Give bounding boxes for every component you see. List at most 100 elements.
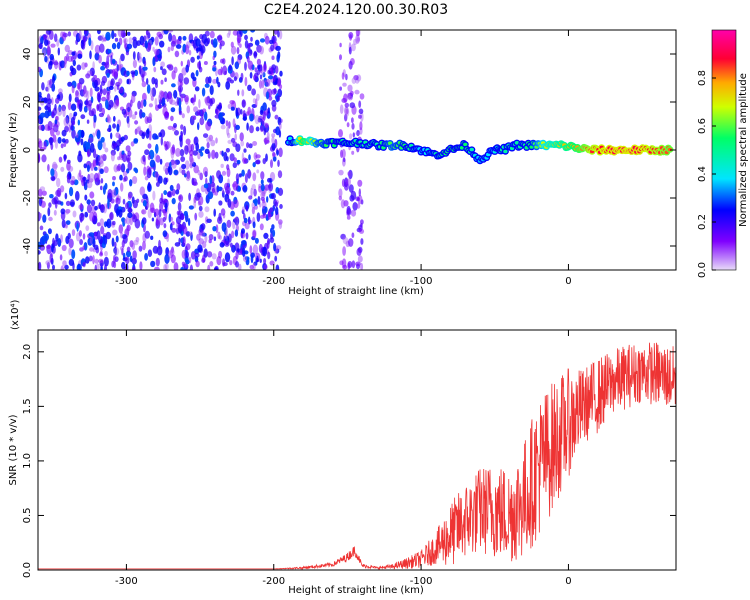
spectrogram-cell [52,237,55,246]
spectrogram-cell [60,208,66,215]
spectrogram-cell [68,93,72,103]
spectrogram-cell [220,66,223,76]
spectrogram-cell [143,60,147,67]
spectrogram-cell [80,114,86,120]
spectrogram-cell [110,152,115,162]
spectrogram-cell [173,169,179,176]
spectrogram-cell [137,100,142,110]
spectrogram-cell [86,199,91,205]
spectrogram-cell [43,233,49,241]
spectrogram-cell [195,142,199,152]
spectrogram-cell [158,208,162,218]
spectrogram-cell [146,78,149,85]
spectrogram-cell [250,254,254,264]
spectrogram-cell [235,107,238,118]
spectrogram-cell [263,264,268,270]
spectrogram-cell [152,245,159,254]
spectrogram-cell [58,156,63,163]
spectrogram-cell [234,133,237,141]
spectrogram-cell [75,133,79,139]
spectrogram-cell [139,261,143,270]
spectrogram-cell [49,60,53,66]
spectrogram-cell [270,192,276,200]
spectrogram-cell [105,31,111,41]
spectrogram-cell [60,166,65,172]
spectrogram-cell [225,120,229,127]
spectrogram-cell [356,247,362,256]
spectrogram-cell [272,229,276,237]
spectrogram-cell [163,223,167,229]
spectrogram-cell [275,45,281,52]
spectrogram-x-ticks: -300 -200 -100 0 [115,30,572,287]
spectrogram-cell [208,238,212,244]
spectrogram-cell [354,89,360,95]
spectrogram-cell [227,132,231,139]
spectrogram-cell [84,194,88,201]
spectrogram-cell [160,66,163,71]
spectrogram-cell [98,112,104,118]
spectrogram-cell [239,132,244,142]
spectrogram-cell [98,155,104,165]
spectrogram-cell [100,65,106,71]
spectrogram-cell [259,64,263,74]
spectrogram-cell [197,152,201,160]
spectrogram-cell [191,157,195,165]
spectrogram-cell [121,108,127,115]
spectrogram-cell [142,154,146,162]
spectrogram-cell [251,206,255,215]
spectrogram-cell [201,113,204,119]
spectrogram-cell [197,244,203,253]
spectrogram-cell [132,213,136,220]
spectrogram-cell [349,195,355,202]
spectrogram-cell [85,256,90,264]
spectrogram-cell [177,202,182,212]
spectrogram-cell [65,220,71,226]
spectrogram-cell [222,58,226,65]
spectrogram-cell [230,45,237,55]
spectrogram-cell [89,87,93,98]
spectrogram-cell [88,255,93,262]
spectrogram-cell [338,188,343,198]
spectrogram-cell [276,149,279,156]
spectrogram-cell [216,35,223,41]
spectrogram-cell [132,36,137,41]
spectrogram-cell [350,209,357,217]
spectrogram-cell [353,38,358,46]
spectrogram-cell [126,70,130,77]
spectrogram-cell [168,63,173,70]
spectrogram-cell [77,119,81,126]
spectrogram-cell [112,220,116,226]
spectrogram-cell [181,224,185,232]
spectrogram-cell [209,261,214,267]
spectrogram-cell [154,98,158,107]
spectrogram-cell [258,243,263,253]
spectrogram-cell [125,202,129,210]
spectrogram-cell [50,43,56,48]
spectrogram-cell [107,188,113,199]
spectrogram-cell [266,196,269,203]
spectrogram-cell [175,189,180,195]
spectrogram-cell [141,209,145,215]
spectrogram-cell [276,95,281,102]
spectrogram-cell [188,192,192,201]
signal-cell [387,141,393,145]
spectrogram-cell [49,53,54,61]
spectrogram-cell [259,45,264,55]
spectrogram-cell [222,65,228,76]
spectrogram-cell [111,237,115,247]
spectrogram-cell [200,231,206,237]
spectrogram-cell [252,244,259,255]
spectrogram-cell [260,179,264,185]
spectrogram-cell [118,87,124,94]
spectrogram-cell [132,59,137,69]
spectrogram-cell [252,230,257,238]
spectrogram-cell [347,262,351,270]
spectrogram-cell [241,206,246,212]
spectrogram-cell [345,73,348,81]
spectrogram-cell [59,254,63,261]
spectrogram-cell [58,88,63,94]
spectrogram-cell [179,138,183,148]
spectrogram-cell [101,96,107,102]
spectrogram-cell [99,168,104,174]
spectrogram-cell [54,139,59,149]
